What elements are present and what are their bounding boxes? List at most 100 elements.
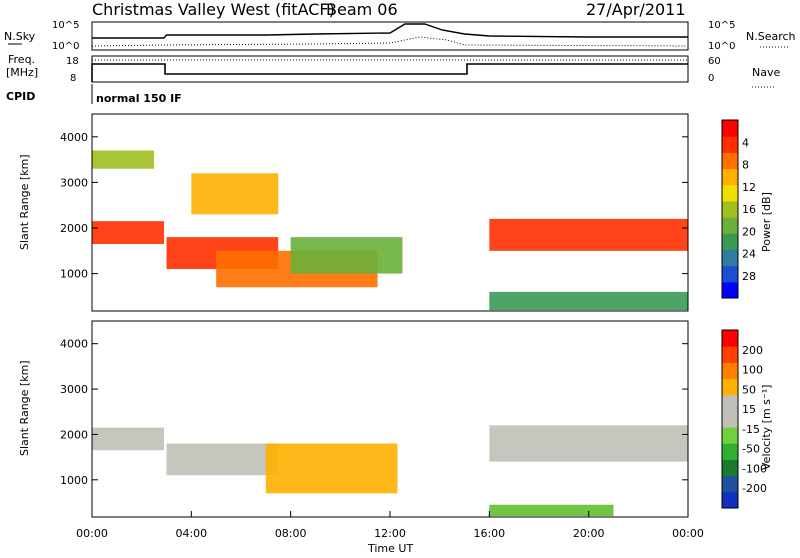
noise-tick-right-bottom: 10^0: [708, 41, 735, 52]
power-cbar-tick-0: 4: [742, 136, 749, 149]
velocity-region-3: [489, 425, 688, 462]
velocity-cbar-swatch-1: [722, 475, 738, 493]
xtick-0: 00:00: [76, 527, 108, 540]
power-cbar-swatch-4: [722, 217, 738, 234]
freq-unit: [MHz]: [6, 66, 38, 79]
velocity-cbar-swatch-2: [722, 459, 738, 477]
power-ytick-3: 4000: [60, 131, 88, 144]
power-cbar-tick-2: 12: [742, 181, 756, 194]
velocity-cbar-tick-1: 100: [742, 364, 763, 377]
power-cbar-swatch-0: [722, 281, 738, 299]
power-cbar-frame: [721, 119, 739, 299]
velocity-cbar-swatch-5: [722, 410, 738, 428]
velocity-ytick-2: 3000: [60, 383, 88, 396]
power-cbar-tick-5: 24: [742, 248, 756, 261]
velocity-region-1: [166, 443, 279, 476]
power-cbar-label: Power [dB]: [760, 192, 773, 252]
nsearch-label: N.Search: [746, 30, 796, 43]
noise-panel: N.Sky 10^5 10^0 10^5 10^0 N.Search: [4, 20, 796, 52]
power-colorbar: 4 8 12 16 20 24 28: [721, 119, 756, 299]
noise-tick-left-top: 10^5: [52, 20, 79, 31]
freq-tick-top: 18: [66, 56, 79, 67]
velocity-yticks: 1000 2000 3000 4000: [60, 338, 688, 487]
nsearch-line: [91, 36, 689, 47]
nsky-line: [92, 23, 688, 39]
nave-label: Nave: [752, 66, 780, 79]
power-frame: [91, 113, 689, 312]
freq-line: [91, 63, 688, 82]
power-region-0: [92, 221, 165, 244]
power-ylabel: Slant Range [km]: [18, 154, 31, 250]
power-region-7: [489, 291, 688, 311]
velocity-cbar-tick-4: -15: [742, 423, 760, 436]
xtick-4: 16:00: [473, 527, 505, 540]
power-cbar-tick-3: 16: [742, 203, 756, 216]
power-cbar-swatch-8: [722, 152, 738, 170]
velocity-cbar-swatch-8: [722, 362, 738, 380]
velocity-cbar-tick-6: -100: [742, 462, 767, 475]
xtick-2: 08:00: [275, 527, 307, 540]
noise-frame: [91, 21, 689, 51]
velocity-region-2: [265, 443, 398, 494]
power-cbar-swatch-1: [722, 265, 738, 283]
freq-label: Freq.: [8, 53, 35, 66]
velocity-cbar-label: Velocity [m s⁻¹]: [760, 385, 773, 470]
velocity-xlabel: Time UT: [367, 542, 413, 554]
date-label: 27/Apr/2011: [586, 0, 686, 19]
velocity-cbar-swatch-6: [722, 394, 738, 412]
freq-panel: Freq. [MHz] 18 8 60 0 Nave: [6, 53, 780, 88]
velocity-ytick-1: 2000: [60, 428, 88, 441]
power-region-5: [191, 173, 279, 215]
velocity-cbar-tick-7: -200: [742, 482, 767, 495]
power-region-3: [290, 237, 403, 274]
power-cbar-swatch-6: [722, 184, 738, 202]
power-cbar-tick-6: 28: [742, 270, 756, 283]
velocity-cbar-swatch-10: [722, 330, 738, 347]
xtick-6: 00:00: [672, 527, 704, 540]
power-cbar-tick-1: 8: [742, 159, 749, 172]
velocity-cbar-swatch-3: [722, 443, 738, 460]
xtick-1: 04:00: [175, 527, 207, 540]
nsky-label: N.Sky: [4, 30, 36, 43]
noise-tick-right-top: 10^5: [708, 20, 735, 31]
power-regions: [92, 150, 688, 311]
freq-tick-bottom: 8: [70, 73, 76, 84]
xtick-3: 12:00: [374, 527, 406, 540]
power-ytick-1: 2000: [60, 222, 88, 235]
velocity-cbar-tick-0: 200: [742, 344, 763, 357]
power-cbar-swatch-10: [722, 120, 738, 137]
velocity-cbar-tick-5: -50: [742, 443, 760, 456]
nave-tick-bottom: 0: [708, 73, 714, 84]
cpid-value: normal 150 IF: [96, 92, 182, 105]
nave-tick-top: 60: [708, 56, 721, 67]
power-region-6: [92, 150, 155, 169]
power-region-4: [489, 218, 688, 251]
power-panel: Slant Range [km] 1000 2000 3000 4000: [18, 113, 689, 312]
power-yticks: 1000 2000 3000 4000: [60, 131, 688, 281]
power-cbar-swatch-7: [722, 168, 738, 186]
velocity-cbar-swatch-7: [722, 378, 738, 396]
velocity-ylabel: Slant Range [km]: [18, 360, 31, 456]
velocity-ytick-0: 1000: [60, 474, 88, 487]
velocity-cbar-frame: [721, 329, 739, 509]
velocity-colorbar: 200 100 50 15 -15 -50 -100 -200: [721, 329, 767, 509]
velocity-region-0: [92, 427, 165, 451]
velocity-ytick-3: 4000: [60, 338, 88, 351]
velocity-cbar-tick-3: 15: [742, 403, 756, 416]
velocity-region-4: [489, 504, 614, 517]
velocity-cbar-swatch-9: [722, 346, 738, 363]
xtick-5: 20:00: [573, 527, 605, 540]
velocity-cbar-swatch-0: [722, 491, 738, 509]
power-cbar-swatch-9: [722, 136, 738, 153]
beam-label: Beam 06: [326, 0, 398, 19]
noise-tick-left-bottom: 10^0: [52, 41, 79, 52]
cpid-label: CPID: [6, 90, 35, 103]
velocity-cbar-swatch-4: [722, 427, 738, 444]
power-bg: [92, 114, 688, 311]
power-cbar-swatch-5: [722, 200, 738, 218]
power-ytick-0: 1000: [60, 268, 88, 281]
velocity-xticks: 00:00 04:00 08:00 12:00 16:00 20:00 00:00: [76, 511, 704, 540]
